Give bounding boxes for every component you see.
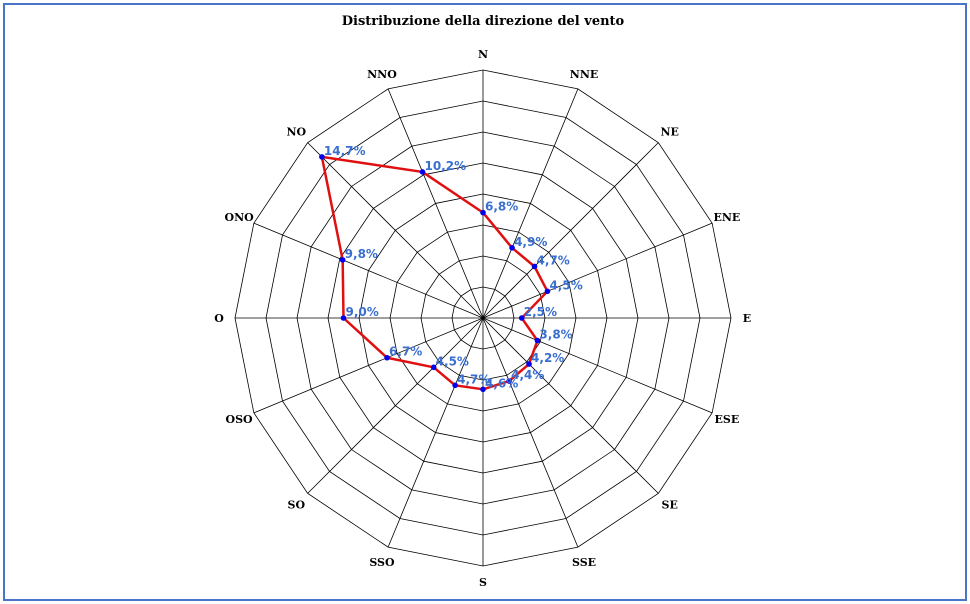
- data-point-o: [340, 315, 347, 321]
- grid-spoke: [482, 222, 713, 319]
- direction-label-ne: NE: [660, 125, 678, 138]
- data-point-sso: [452, 382, 458, 389]
- data-point-sse: [506, 378, 512, 384]
- direction-label-ono: ONO: [224, 211, 254, 224]
- data-label-so: 4,5%: [436, 354, 469, 368]
- grid-spoke: [482, 317, 659, 494]
- grid-spoke: [482, 317, 579, 548]
- data-label-ese: 3,8%: [539, 328, 572, 342]
- series-wind-frequency: [319, 154, 551, 393]
- data-label-nno: 10,2%: [424, 159, 466, 173]
- radar-grid: [234, 69, 732, 567]
- data-label-sso: 4,7%: [457, 372, 490, 386]
- data-label-sse: 4,4%: [511, 368, 544, 382]
- chart-title: Distribuzione della direzione del vento: [342, 14, 625, 29]
- data-point-oso: [384, 354, 390, 361]
- data-label-o: 9,0%: [346, 305, 379, 319]
- data-point-ono: [339, 257, 346, 263]
- data-point-no: [319, 154, 325, 160]
- grid-spoke: [307, 317, 484, 494]
- grid-spoke: [387, 317, 484, 548]
- data-point-nno: [419, 169, 426, 175]
- data-label-e: 2,5%: [524, 305, 557, 319]
- data-label-ne: 4,7%: [537, 253, 570, 267]
- direction-label-n: N: [478, 48, 488, 61]
- direction-label-oso: OSO: [226, 413, 254, 426]
- direction-labels: N NNE NE ENE E ESE SE SSE S SSO SO OSO O ONO NO NNO: [214, 48, 751, 589]
- direction-label-sse: SSE: [572, 556, 596, 569]
- data-label-no: 14,7%: [324, 144, 366, 158]
- grid-spoke: [482, 142, 659, 319]
- direction-label-o: O: [214, 312, 224, 325]
- data-point-e: [518, 315, 525, 321]
- grid-spoke: [253, 222, 484, 319]
- data-point-ese: [534, 337, 541, 344]
- direction-label-nne: NNE: [570, 68, 599, 81]
- data-point-so: [430, 364, 437, 371]
- direction-label-ese: ESE: [715, 413, 740, 426]
- data-label-oso: 6,7%: [389, 345, 422, 359]
- data-label-se: 4,2%: [531, 351, 564, 365]
- data-point-ene: [544, 288, 551, 295]
- direction-label-nno: NNO: [367, 68, 397, 81]
- grid-spoke: [253, 317, 484, 414]
- direction-label-e: E: [743, 312, 751, 325]
- grid-spoke: [387, 88, 484, 319]
- direction-label-no: NO: [287, 125, 307, 138]
- direction-label-se: SE: [662, 499, 678, 512]
- chart-frame: Distribuzione della direzione del vento …: [3, 3, 967, 601]
- grid-spoke: [307, 142, 484, 319]
- data-point-s: [480, 386, 486, 393]
- direction-label-ene: ENE: [713, 211, 740, 224]
- data-label-ono: 9,8%: [345, 247, 378, 261]
- data-labels: 6,8%4,9%4,7%4,5%2,5%3,8%4,2%4,4%4,6%4,7%…: [324, 144, 583, 390]
- grid-spoke: [482, 88, 579, 319]
- data-label-n: 6,8%: [485, 200, 518, 214]
- data-point-nne: [509, 245, 515, 251]
- direction-label-so: SO: [288, 499, 306, 512]
- data-point-ne: [531, 263, 538, 270]
- direction-label-s: S: [479, 576, 487, 589]
- direction-label-sso: SSO: [369, 556, 395, 569]
- data-point-se: [526, 361, 532, 367]
- data-label-nne: 4,9%: [514, 235, 547, 249]
- data-label-ene: 4,5%: [549, 278, 582, 292]
- data-point-n: [480, 209, 486, 216]
- grid-spoke: [482, 317, 713, 414]
- wind-rose-chart: Distribuzione della direzione del vento …: [214, 14, 751, 589]
- data-label-s: 4,6%: [485, 376, 518, 390]
